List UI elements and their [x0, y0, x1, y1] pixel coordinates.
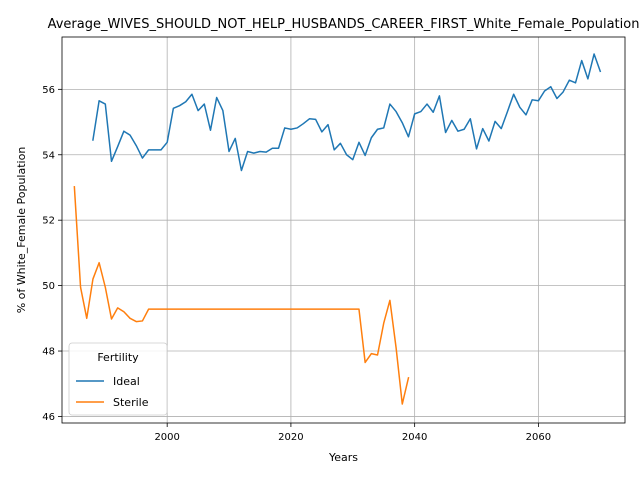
plot-frame: [61, 36, 626, 424]
y-tick-label: 48: [42, 347, 55, 358]
y-tick-label: 54: [42, 150, 55, 161]
legend-label-ideal: Ideal: [113, 375, 140, 388]
x-tick-label: 2040: [402, 432, 427, 443]
legend-label-sterile: Sterile: [113, 396, 149, 409]
chart-title: Average_WIVES_SHOULD_NOT_HELP_HUSBANDS_C…: [48, 17, 640, 32]
series-line-sterile: [73, 186, 410, 405]
y-tick-label: 56: [42, 85, 55, 96]
y-tick-label: 50: [42, 281, 55, 292]
y-tick-label: 52: [42, 216, 55, 227]
y-tick-label: 46: [42, 412, 55, 423]
legend-box: [68, 342, 168, 416]
series-lines: [73, 53, 602, 405]
x-tick-label: 2020: [278, 432, 303, 443]
legend-title: Fertility: [97, 351, 139, 364]
x-axis-label: Years: [328, 451, 358, 464]
x-tick-label: 2060: [526, 432, 551, 443]
y-axis-label: % of White_Female Population: [15, 147, 28, 314]
x-tick-label: 2000: [154, 432, 179, 443]
legend: Fertility Ideal Sterile: [68, 342, 168, 416]
grid: [62, 37, 625, 423]
axis-ticks: 2000 2020 2040 2060 46 48 50 52 54 56: [42, 85, 551, 443]
series-line-ideal: [92, 53, 602, 172]
